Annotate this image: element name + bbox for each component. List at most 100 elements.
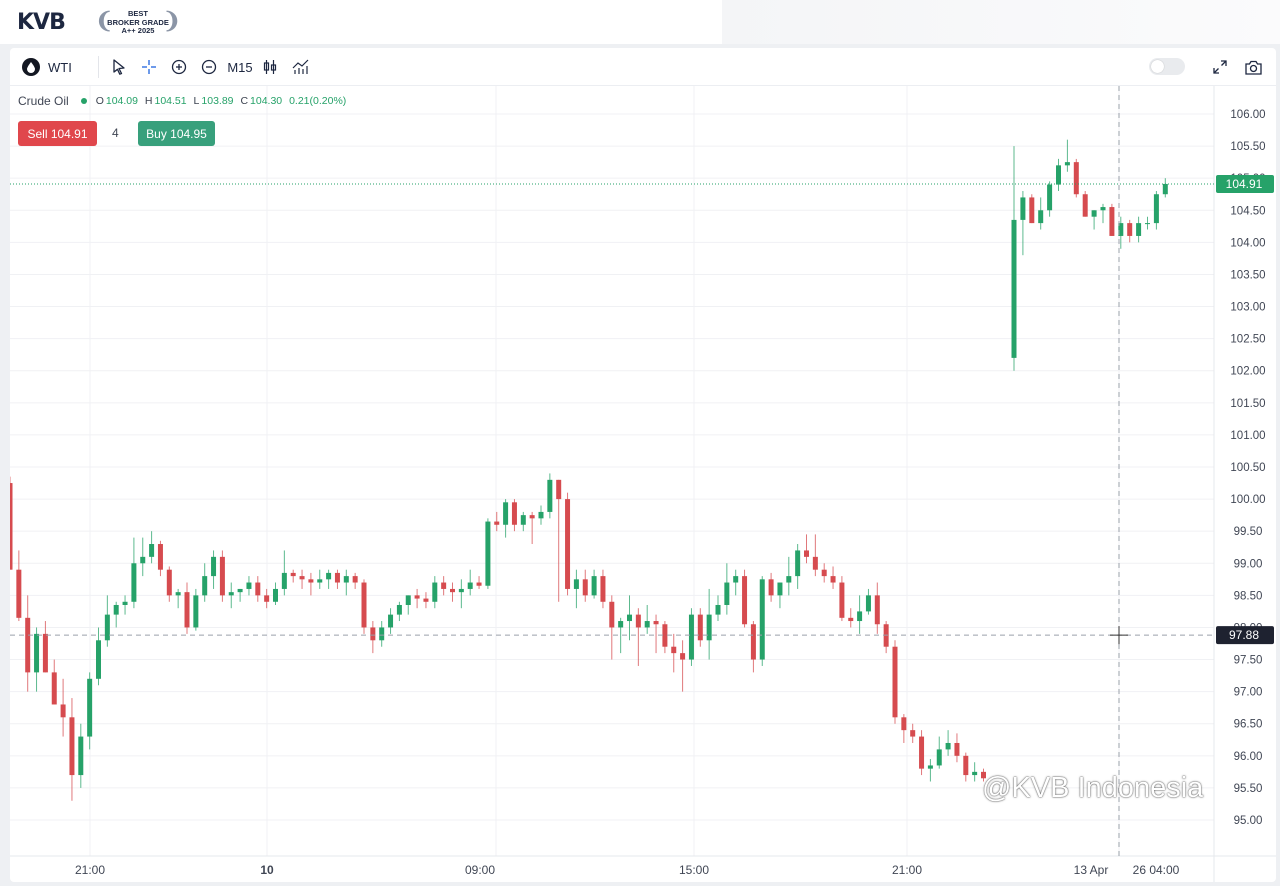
candle-body: [945, 742, 951, 750]
candle-body: [1047, 184, 1053, 211]
candle-body: [600, 576, 606, 602]
candlestick-chart[interactable]: 106.00105.50105.00104.50104.00103.50103.…: [10, 86, 1276, 882]
candle-body: [635, 614, 641, 628]
zoom-in-icon[interactable]: [169, 57, 189, 77]
candle-body: [680, 653, 686, 660]
candle-body: [936, 749, 942, 766]
candle-body: [379, 627, 385, 641]
award-badge: ❨ BEST BROKER GRADE A++ 2025 ❩: [95, 8, 181, 38]
change-value: 0.21(0.20%): [289, 95, 347, 107]
candles-icon[interactable]: [260, 57, 280, 77]
candle-body: [326, 572, 332, 580]
candle-body: [308, 579, 314, 583]
candle-body: [25, 617, 31, 673]
candle-body: [290, 572, 296, 577]
candle-body: [529, 515, 535, 519]
candle-body: [812, 556, 818, 570]
candle-body: [742, 576, 748, 625]
high-value: 104.51: [154, 95, 187, 107]
candle-body: [768, 579, 774, 596]
candle-body: [96, 640, 101, 679]
candle-body: [857, 611, 863, 622]
candle-body: [458, 588, 464, 593]
mode-toggle[interactable]: [1149, 58, 1185, 75]
close-label: C: [240, 95, 249, 107]
candle-body: [839, 582, 845, 618]
y-axis-tick-label: 95.50: [1234, 783, 1263, 795]
laurel-icon: ❩: [162, 8, 181, 33]
candle-body: [927, 765, 933, 769]
kvb-logo[interactable]: KVB: [17, 10, 66, 35]
candle-body: [786, 576, 792, 583]
candle-body: [60, 704, 66, 718]
toggle-knob: [1151, 60, 1164, 73]
candle-body: [1011, 219, 1017, 358]
candle-body: [892, 646, 898, 718]
quantity-value[interactable]: 4: [112, 126, 119, 140]
candle-body: [202, 576, 208, 596]
candle-body: [538, 511, 544, 519]
candle-body: [193, 595, 199, 628]
current-price-badge: [1216, 174, 1274, 193]
candle-body: [10, 483, 13, 570]
low-label: L: [193, 95, 200, 107]
chart-area[interactable]: 106.00105.50105.00104.50104.00103.50103.…: [10, 86, 1276, 882]
candle-body: [1127, 223, 1133, 236]
candle-body: [175, 592, 181, 596]
oil-drop-icon: [22, 58, 40, 76]
candle-body: [237, 588, 243, 593]
candle-body: [388, 614, 394, 628]
y-axis-tick-label: 95.00: [1234, 815, 1263, 827]
y-axis-tick-label: 102.50: [1230, 334, 1265, 346]
header-fade: [722, 0, 1280, 44]
candle-body: [140, 556, 146, 564]
y-axis-tick-label: 106.00: [1230, 109, 1265, 121]
candle-body: [573, 579, 579, 589]
y-axis-tick-label: 100.50: [1230, 462, 1265, 474]
candle-body: [733, 576, 739, 583]
candle-body: [1118, 223, 1124, 236]
candle-body: [87, 678, 93, 737]
chart-toolbar: WTI M15: [10, 48, 1276, 86]
candle-body: [1020, 197, 1026, 220]
zoom-out-icon[interactable]: [199, 57, 219, 77]
camera-icon[interactable]: [1243, 57, 1263, 77]
candle-body: [343, 576, 349, 583]
candle-body: [423, 598, 429, 602]
candle-body: [609, 601, 615, 628]
candle-body: [1064, 162, 1070, 166]
candle-body: [804, 550, 809, 557]
candle-body: [255, 582, 261, 596]
candle-body: [299, 576, 305, 580]
timeframe-selector[interactable]: M15: [227, 59, 253, 75]
candle-body: [503, 502, 509, 525]
candle-body: [724, 582, 730, 605]
candle-body: [450, 588, 455, 593]
sell-button[interactable]: Sell 104.91: [18, 121, 97, 146]
candle-body: [405, 595, 411, 605]
cursor-icon[interactable]: [109, 57, 129, 77]
candle-body: [16, 569, 22, 618]
candle-body: [264, 595, 270, 602]
chart-legend: Crude Oil O 104.09 H 104.51 L 103.89 C 104.3…: [18, 94, 350, 108]
y-axis-tick-label: 97.00: [1234, 687, 1263, 699]
candle-body: [246, 582, 252, 589]
candle-body: [166, 569, 172, 596]
toolbar-divider: [98, 56, 99, 78]
crosshair-icon[interactable]: [139, 57, 159, 77]
candle-body: [972, 771, 978, 776]
site-header: KVB ❨ BEST BROKER GRADE A++ 2025 ❩: [0, 0, 1280, 44]
indicators-icon[interactable]: [290, 57, 312, 77]
candle-body: [821, 569, 827, 577]
buy-button[interactable]: Buy 104.95: [138, 121, 215, 146]
candle-body: [334, 572, 340, 583]
symbol-selector[interactable]: WTI: [22, 57, 72, 77]
fullscreen-icon[interactable]: [1210, 57, 1230, 77]
laurel-icon: ❨: [95, 8, 114, 33]
candle-body: [511, 502, 517, 525]
candle-body: [830, 576, 836, 583]
candle-body: [1038, 210, 1044, 224]
award-line: A++ 2025: [121, 26, 155, 35]
candle-body: [396, 604, 402, 615]
open-label: O: [95, 95, 104, 107]
